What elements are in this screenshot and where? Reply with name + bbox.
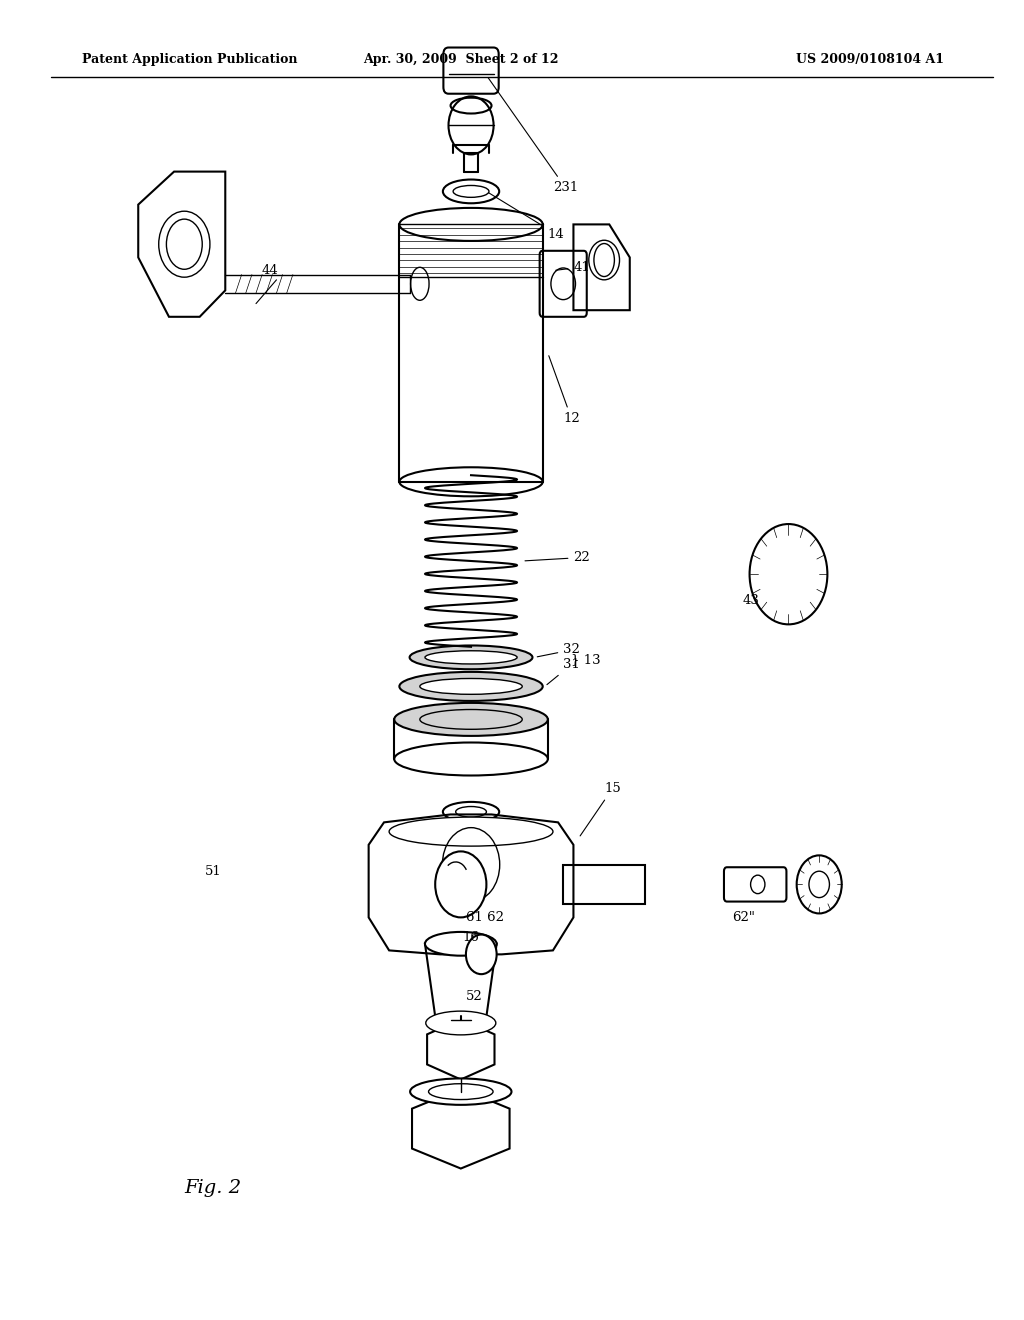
Text: 62": 62" <box>732 911 755 924</box>
Ellipse shape <box>442 801 500 821</box>
Text: 32: 32 <box>538 643 580 657</box>
Circle shape <box>466 935 497 974</box>
Text: 12: 12 <box>549 355 580 425</box>
Text: 51: 51 <box>205 865 221 878</box>
Ellipse shape <box>426 1011 496 1035</box>
Ellipse shape <box>420 678 522 694</box>
Text: Patent Application Publication: Patent Application Publication <box>82 53 297 66</box>
Text: US 2009/0108104 A1: US 2009/0108104 A1 <box>797 53 944 66</box>
Ellipse shape <box>399 672 543 701</box>
Ellipse shape <box>425 651 517 664</box>
Text: 61 62: 61 62 <box>466 911 504 924</box>
Text: 16: 16 <box>463 931 479 944</box>
Ellipse shape <box>410 645 532 669</box>
Text: 15: 15 <box>581 781 621 836</box>
Ellipse shape <box>389 817 553 846</box>
Ellipse shape <box>456 807 486 817</box>
Text: 14: 14 <box>488 193 564 240</box>
Text: 31: 31 <box>547 657 580 685</box>
Ellipse shape <box>399 209 543 242</box>
Ellipse shape <box>394 702 548 737</box>
Ellipse shape <box>410 1078 512 1105</box>
Text: 43: 43 <box>742 594 759 607</box>
Text: 41: 41 <box>556 260 590 273</box>
Text: 22: 22 <box>525 550 590 564</box>
Circle shape <box>435 851 486 917</box>
Text: Apr. 30, 2009  Sheet 2 of 12: Apr. 30, 2009 Sheet 2 of 12 <box>364 53 558 66</box>
Ellipse shape <box>428 1084 494 1100</box>
Ellipse shape <box>394 742 548 776</box>
Text: 52: 52 <box>466 990 482 1003</box>
Text: Fig. 2: Fig. 2 <box>184 1179 242 1197</box>
Ellipse shape <box>399 467 543 496</box>
Text: 44: 44 <box>261 264 278 277</box>
Text: } 13: } 13 <box>571 653 601 667</box>
Ellipse shape <box>425 932 497 956</box>
Text: 231: 231 <box>488 78 579 194</box>
